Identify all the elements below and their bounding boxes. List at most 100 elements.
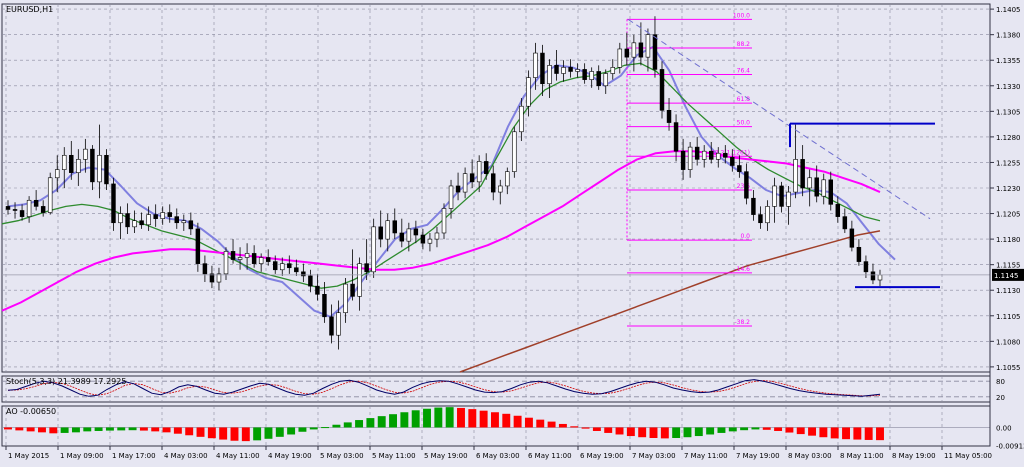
candle	[547, 59, 552, 99]
candle-body	[666, 110, 672, 123]
time-axis-label: 1 May 17:00	[112, 452, 156, 460]
candle	[737, 155, 742, 178]
price-tick-label: 1.1055	[996, 364, 1021, 372]
candle-body	[251, 253, 257, 264]
candle	[723, 145, 728, 164]
candle-body	[223, 251, 229, 275]
price-tick-label: 1.1155	[996, 262, 1021, 270]
candle-body	[329, 316, 334, 336]
candle	[280, 257, 285, 276]
current-price-label: 1.1145	[994, 272, 1019, 280]
ao-bar	[547, 421, 556, 428]
candle	[708, 142, 714, 164]
candle-body	[638, 42, 644, 58]
ao-label: AO -0.00650	[6, 407, 56, 416]
ao-bar	[309, 427, 318, 430]
candle	[371, 218, 376, 278]
ao-bar	[445, 407, 454, 428]
candle-body	[505, 171, 510, 187]
candle-body	[673, 122, 679, 152]
candle	[807, 169, 812, 207]
ao-bar	[853, 427, 862, 440]
candle-body	[547, 65, 552, 85]
candle	[76, 149, 81, 186]
candle-body	[301, 271, 306, 277]
candle-body	[842, 216, 848, 230]
ao-bar	[355, 420, 364, 428]
candle	[385, 213, 390, 252]
ao-bar	[230, 427, 239, 441]
candle	[779, 181, 784, 213]
ao-bar	[139, 427, 148, 431]
candle	[19, 204, 25, 221]
candle-body	[76, 159, 81, 173]
time-axis-label: 8 May 11:00	[840, 452, 884, 460]
candle	[870, 263, 876, 285]
candle	[160, 206, 165, 225]
candle-body	[645, 34, 651, 58]
candle-body	[167, 212, 172, 217]
candle-body	[69, 154, 74, 173]
ao-bar	[490, 412, 499, 428]
candle-body	[554, 65, 559, 74]
candle-body	[751, 197, 756, 215]
candle-body	[357, 263, 362, 297]
price-tick-label: 1.1305	[996, 108, 1021, 116]
candle-body	[343, 283, 348, 314]
candle-body	[202, 263, 208, 275]
candle	[469, 159, 475, 188]
candle-body	[793, 159, 798, 193]
ao-bar	[253, 427, 262, 441]
candle-body	[455, 185, 461, 193]
candle	[54, 155, 60, 193]
candle	[610, 59, 616, 80]
stoch-signal-line	[7, 380, 881, 397]
candle	[645, 28, 651, 72]
candle-body	[97, 154, 102, 183]
candle	[856, 239, 862, 266]
candle-body	[610, 67, 616, 74]
candle	[624, 32, 630, 66]
candle-body	[694, 146, 700, 160]
candle-body	[33, 199, 39, 207]
ao-bar	[581, 427, 590, 429]
candle-body	[814, 177, 819, 197]
candle	[308, 269, 313, 293]
candle-body	[153, 214, 158, 219]
time-axis-label: 1 May 09:00	[60, 452, 104, 460]
candle	[322, 282, 327, 323]
ao-bar	[4, 427, 12, 430]
candle-body	[146, 214, 151, 226]
stoch-level-label: 80	[996, 378, 1005, 386]
ao-bar	[740, 427, 749, 431]
candle	[336, 300, 341, 350]
candle	[272, 255, 278, 274]
ao-bar	[649, 427, 658, 438]
candle-body	[708, 150, 714, 160]
candle	[111, 177, 116, 231]
ao-bar	[298, 427, 307, 432]
candle-body	[469, 173, 475, 183]
ao-bar	[15, 427, 24, 431]
candle-body	[26, 199, 32, 217]
time-axis-label: 7 May 11:00	[684, 452, 728, 460]
candle	[589, 67, 594, 88]
candle-body	[779, 185, 784, 207]
time-axis-label: 6 May 03:00	[476, 452, 520, 460]
ao-bar	[479, 410, 488, 428]
candle-body	[800, 159, 805, 189]
current-price-tag	[992, 268, 1024, 281]
candle	[251, 245, 257, 268]
stochastic-panel	[2, 379, 990, 398]
time-axis-label: 5 May 19:00	[424, 452, 468, 460]
candle	[378, 210, 383, 248]
candle-body	[441, 208, 447, 234]
candle	[617, 42, 623, 74]
candle-body	[744, 171, 749, 199]
candle	[793, 124, 798, 199]
candle-body	[272, 261, 278, 271]
candle-body	[490, 173, 496, 193]
ao-bar	[536, 419, 545, 428]
